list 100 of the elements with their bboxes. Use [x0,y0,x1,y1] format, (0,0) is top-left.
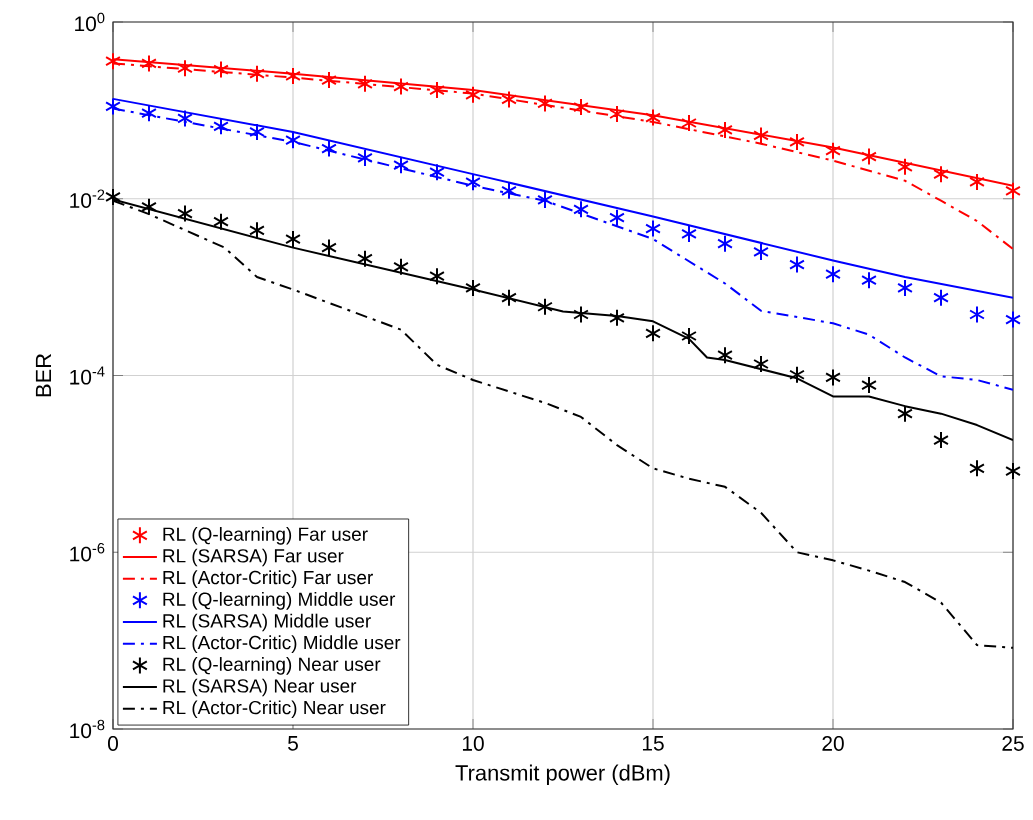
point [465,85,481,104]
x-axis-title: Transmit power (dBm) [455,764,670,785]
point [501,181,517,200]
point [789,255,805,274]
point [753,354,769,373]
point [609,105,625,123]
point [861,376,877,395]
point [465,173,481,192]
point [393,77,409,96]
point [321,71,337,90]
point [177,59,193,78]
point [429,81,445,100]
legend-label: RL (Q-learning) Middle user [163,592,396,610]
y-tick-label: 10$^{-6}$ [70,543,105,562]
point [861,271,877,290]
legend-label: RL (SARSA) Middle user [163,613,371,632]
x-tick-label: 20 [822,736,844,751]
x-tick-label: 15 [642,736,664,751]
point [1005,462,1021,481]
point [645,219,661,238]
point [177,204,193,223]
point [105,52,121,71]
point [969,172,985,191]
point [357,148,373,167]
legend-label: RL (Actor-Critic) Near user [163,700,386,719]
legend-label: RL (Actor-Critic) Far user [163,570,373,588]
point [645,324,661,343]
point [573,200,589,219]
point [789,132,805,151]
point [717,234,733,253]
x-tick-label: 25 [1002,736,1024,751]
point [609,208,625,227]
point [825,265,841,284]
point [249,64,265,83]
point [321,238,337,257]
point [393,257,409,276]
point [213,212,229,231]
point [681,224,697,243]
y-tick-label: 10$^{-8}$ [70,719,105,739]
point [717,346,733,365]
point [429,267,445,286]
point [249,221,265,240]
point [429,163,445,182]
point [825,368,841,387]
point [573,305,589,324]
point [1005,181,1021,200]
x-tick-label: 0 [107,736,118,751]
legend-label: RL (Q-learning) Far user [163,526,368,545]
point [105,187,121,206]
point [825,141,841,160]
point [573,98,589,117]
point [465,278,481,297]
x-tick-label: 10 [462,736,484,751]
point [285,66,301,85]
point [213,117,229,136]
point [537,297,553,316]
point [681,326,697,345]
point [1005,310,1021,329]
y-tick-label: 10$^{-2}$ [70,189,105,208]
point [969,459,985,478]
point [537,190,553,209]
point [213,60,229,79]
point [357,74,373,93]
point [753,242,769,261]
point [141,54,157,73]
point [933,431,949,450]
point [969,305,985,324]
point [861,147,877,166]
point [285,131,301,150]
point [897,157,913,176]
y-tick-label: 10$^{0}$ [75,12,105,32]
legend-label: RL (Q-learning) Near user [163,657,381,675]
point [357,249,373,268]
point [933,288,949,307]
point [897,404,913,423]
legend-label: RL (SARSA) Near user [163,678,357,697]
point [141,104,157,123]
point [249,122,265,141]
point [933,165,949,184]
point [537,94,553,113]
point [753,126,769,145]
point [285,230,301,249]
x-tick-label: 5 [288,736,298,751]
point [105,97,121,116]
point [609,308,625,327]
point [789,365,805,384]
point [177,109,193,128]
y-axis-title: BER [35,353,51,397]
point [717,120,733,139]
point [501,90,517,109]
legend-label: RL (SARSA) Far user [163,548,344,567]
point [141,197,157,216]
point [897,278,913,297]
point [321,139,337,158]
y-tick-label: 10$^{-4}$ [70,366,105,385]
point [681,113,697,132]
point [645,108,661,127]
point [501,288,517,307]
point [393,156,409,175]
legend-label: RL (Actor-Critic) Middle user [163,635,401,653]
